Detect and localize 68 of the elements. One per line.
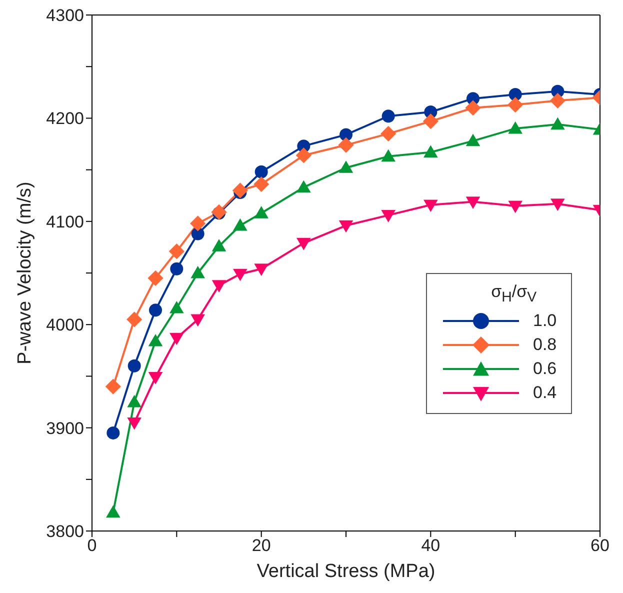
point	[508, 96, 524, 113]
point	[508, 121, 522, 134]
point	[338, 137, 354, 153]
legend-label: 1.0	[533, 311, 557, 332]
point	[170, 262, 184, 276]
point	[212, 280, 226, 293]
point	[191, 227, 204, 240]
y-axis-title: P-wave Velocity (m/s)	[14, 182, 36, 364]
point	[550, 117, 565, 130]
point	[190, 266, 205, 278]
legend-label: 0.4	[533, 383, 557, 404]
point	[254, 176, 270, 192]
point	[254, 165, 268, 178]
point	[340, 128, 352, 142]
point	[424, 145, 438, 158]
point	[190, 314, 205, 327]
point	[170, 300, 184, 314]
point	[127, 394, 142, 408]
point	[128, 359, 141, 372]
point	[296, 238, 311, 250]
point	[105, 378, 121, 394]
x-tick-label: 20	[252, 536, 271, 556]
y-tick-label: 3800	[46, 522, 84, 542]
point	[127, 417, 142, 430]
point	[550, 92, 566, 108]
point	[168, 244, 184, 260]
point	[126, 312, 142, 328]
point	[381, 210, 396, 222]
point	[296, 180, 311, 193]
point	[106, 505, 120, 518]
point	[149, 304, 162, 317]
x-tick-label: 0	[87, 536, 97, 556]
point	[190, 216, 206, 232]
y-tick-label: 4100	[46, 212, 84, 232]
x-axis-title: Vertical Stress (MPa)	[256, 561, 436, 582]
point	[338, 160, 354, 173]
y-tick-label: 4300	[46, 6, 84, 26]
point	[254, 264, 268, 276]
legend-label: 0.8	[533, 335, 557, 356]
point	[148, 334, 163, 346]
point	[106, 426, 120, 440]
point	[466, 196, 480, 209]
point	[338, 220, 354, 233]
point	[550, 198, 565, 212]
point	[148, 270, 164, 286]
point	[233, 268, 248, 282]
point	[296, 148, 312, 164]
point	[382, 110, 395, 123]
point	[424, 200, 438, 212]
y-tick-label: 4000	[46, 316, 84, 335]
point	[148, 372, 163, 384]
x-tick-label: 40	[421, 536, 440, 556]
point	[232, 182, 248, 198]
point	[254, 206, 268, 218]
point	[380, 126, 396, 142]
legend-title: σ$_{H}$/σ$_{V}$	[490, 282, 538, 306]
y-tick-label: 3900	[46, 418, 84, 438]
point	[422, 113, 438, 130]
point	[508, 200, 522, 214]
point	[381, 149, 396, 162]
point	[465, 100, 481, 116]
point	[212, 239, 226, 252]
point	[466, 134, 480, 146]
x-tick-label: 60	[590, 536, 610, 556]
y-tick-label: 4200	[46, 109, 84, 128]
legend-label: 0.6	[533, 359, 557, 380]
point	[170, 332, 184, 346]
point	[233, 218, 248, 231]
